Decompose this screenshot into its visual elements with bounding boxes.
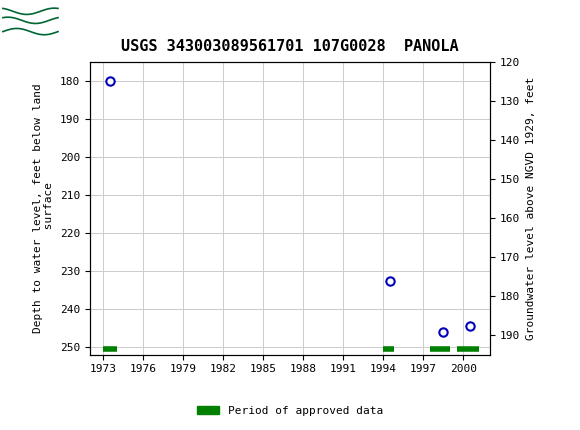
- Text: USGS: USGS: [67, 14, 122, 31]
- Y-axis label: Groundwater level above NGVD 1929, feet: Groundwater level above NGVD 1929, feet: [525, 77, 535, 340]
- Bar: [3, 3, 58, 41]
- Title: USGS 343003089561701 107G0028  PANOLA: USGS 343003089561701 107G0028 PANOLA: [121, 39, 459, 54]
- Y-axis label: Depth to water level, feet below land
 surface: Depth to water level, feet below land su…: [33, 84, 55, 333]
- Legend: Period of approved data: Period of approved data: [193, 401, 387, 420]
